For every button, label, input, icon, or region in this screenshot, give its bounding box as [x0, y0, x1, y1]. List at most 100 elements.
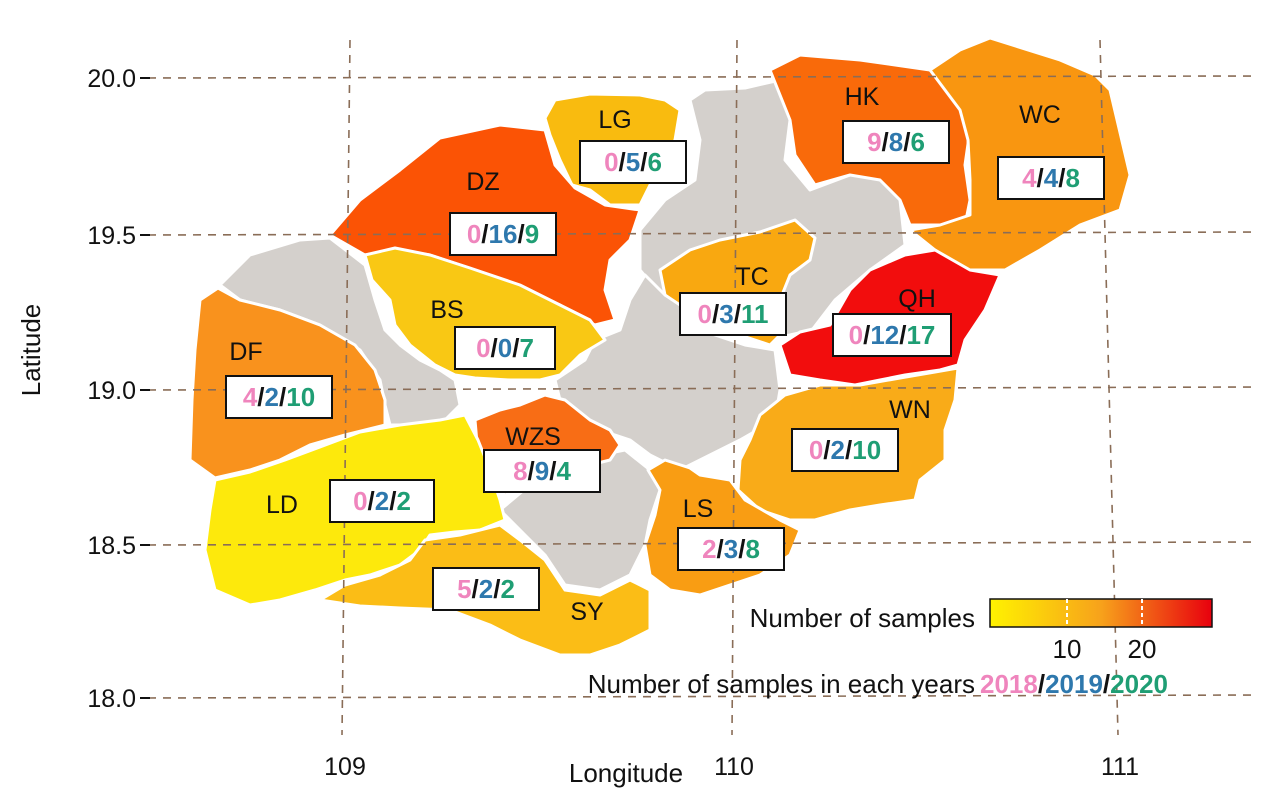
- count-box-frame: [579, 140, 687, 184]
- y-tick-label: 18.0: [87, 685, 136, 713]
- region-label-LG: LG: [598, 106, 631, 134]
- count-2018: 4: [1022, 163, 1037, 193]
- count-2018: 9: [867, 127, 881, 157]
- y-tick-label: 19.0: [87, 377, 136, 405]
- region-label-SY: SY: [570, 598, 604, 626]
- count-values: 9/8/6: [867, 127, 925, 157]
- count-box-frame: [791, 428, 899, 472]
- count-2018: 4: [243, 382, 258, 412]
- region-label-LS: LS: [683, 495, 714, 523]
- count-box-BS: 0/0/7: [454, 326, 556, 370]
- region-label-BS: BS: [430, 296, 463, 324]
- legend-separator: /: [1038, 669, 1045, 699]
- region-label-LD: LD: [266, 491, 298, 519]
- count-separator: /: [712, 299, 719, 329]
- count-box-LD: 0/2/2: [329, 479, 435, 523]
- count-separator: /: [472, 574, 479, 604]
- count-2018: 8: [513, 456, 527, 486]
- count-values: 0/12/17: [849, 320, 936, 350]
- count-2020: 6: [910, 127, 924, 157]
- count-2019: 9: [535, 456, 549, 486]
- count-2018: 0: [698, 299, 712, 329]
- x-tick-label: 111: [1101, 753, 1139, 781]
- count-2018: 5: [457, 574, 471, 604]
- count-2018: 2: [702, 534, 716, 564]
- count-separator: /: [882, 127, 889, 157]
- x-axis-title: Longitude: [569, 758, 683, 788]
- longitude-line-110: [731, 39, 738, 736]
- count-box-LS: 2/3/8: [677, 527, 785, 571]
- count-2018: 0: [809, 435, 823, 465]
- count-values: 8/9/4: [513, 456, 571, 486]
- count-2018: 0: [353, 486, 367, 516]
- legend: Number of samples 10 20 Number of sample…: [588, 598, 1213, 699]
- region-label-DZ: DZ: [466, 168, 499, 196]
- count-box-LG: 0/5/6: [579, 140, 687, 184]
- count-2019: 8: [889, 127, 903, 157]
- region-WC: [908, 36, 1132, 272]
- count-2020: 2: [500, 574, 514, 604]
- count-values: 0/2/10: [809, 435, 881, 465]
- region-label-WC: WC: [1019, 101, 1061, 129]
- count-box-HK: 9/8/6: [842, 120, 950, 164]
- count-2019: 3: [719, 299, 733, 329]
- count-box-QH: 0/12/17: [832, 313, 952, 357]
- count-values: 5/2/2: [457, 574, 515, 604]
- count-2020: 10: [286, 382, 315, 412]
- region-label-WN: WN: [889, 396, 931, 424]
- region-label-QH: QH: [898, 285, 936, 313]
- count-2019: 16: [489, 219, 518, 249]
- count-2020: 8: [1065, 163, 1079, 193]
- count-separator: /: [481, 219, 488, 249]
- count-separator: /: [549, 456, 556, 486]
- count-box-frame: [449, 212, 557, 256]
- count-box-frame: [997, 156, 1105, 200]
- count-2020: 4: [556, 456, 571, 486]
- legend-separator: /: [1103, 669, 1110, 699]
- color-scale-bar: [989, 598, 1213, 628]
- count-2018: 0: [467, 219, 481, 249]
- count-2020: 17: [906, 320, 935, 350]
- count-box-WZS: 8/9/4: [483, 449, 601, 493]
- count-2020: 2: [396, 486, 410, 516]
- region-label-WZS: WZS: [505, 423, 561, 451]
- count-separator: /: [640, 147, 647, 177]
- color-scale-tick-label: 10: [1053, 634, 1082, 664]
- count-2020: 6: [647, 147, 661, 177]
- count-box-frame: [677, 527, 785, 571]
- legend-year-2019: 2019: [1045, 669, 1103, 699]
- y-tick-label: 19.5: [87, 222, 136, 250]
- x-tick-label: 109: [324, 753, 366, 781]
- count-2018: 0: [849, 320, 863, 350]
- count-box-frame: [432, 567, 540, 611]
- count-box-frame: [832, 313, 952, 357]
- legend-scale-title: Number of samples: [750, 603, 975, 633]
- count-box-frame: [329, 479, 435, 523]
- count-2019: 5: [626, 147, 640, 177]
- latitude-line-20.0: [147, 75, 1259, 79]
- count-box-frame: [454, 326, 556, 370]
- count-separator: /: [734, 299, 741, 329]
- count-box-frame: [483, 449, 601, 493]
- count-separator: /: [619, 147, 626, 177]
- y-tick-marks: [140, 77, 150, 699]
- longitude-line-111: [1099, 39, 1119, 736]
- count-2020: 7: [519, 333, 533, 363]
- count-box-DZ: 0/16/9: [449, 212, 557, 256]
- longitude-line-109: [341, 39, 351, 736]
- count-2019: 3: [724, 534, 738, 564]
- count-separator: /: [279, 382, 286, 412]
- count-2020: 9: [525, 219, 539, 249]
- count-separator: /: [823, 435, 830, 465]
- count-separator: /: [512, 333, 519, 363]
- count-values: 0/5/6: [604, 147, 662, 177]
- count-separator: /: [717, 534, 724, 564]
- count-2019: 2: [479, 574, 493, 604]
- y-tick-labels: 20.0 19.5 19.0 18.5 18.0: [87, 65, 136, 713]
- region-label-HK: HK: [845, 83, 880, 111]
- count-values: 0/0/7: [476, 333, 534, 363]
- count-values: 4/2/10: [243, 382, 315, 412]
- count-separator: /: [493, 574, 500, 604]
